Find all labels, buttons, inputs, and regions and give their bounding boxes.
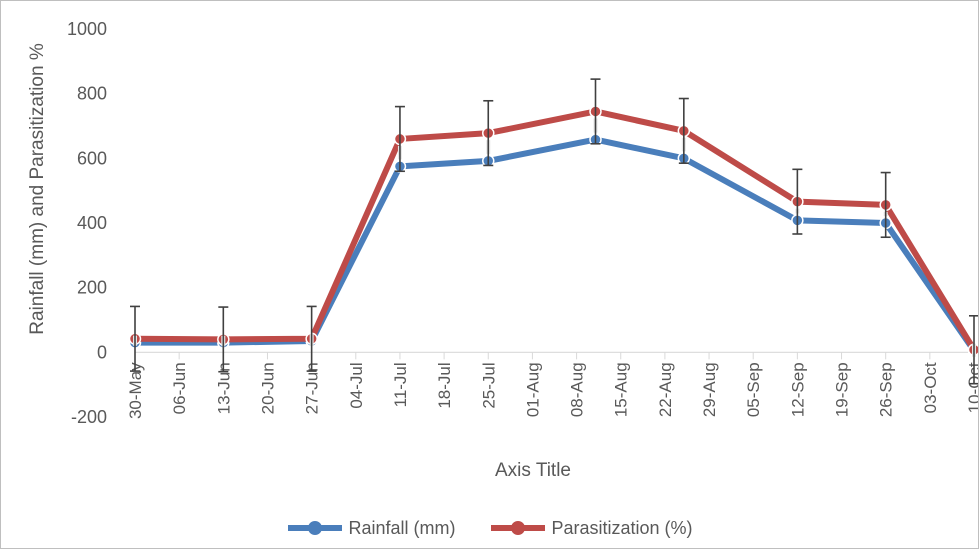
y-axis: -200 0 200 400 600 800 1000 — [67, 19, 107, 427]
series-layer — [128, 78, 979, 385]
series-1 — [128, 105, 979, 356]
x-tick-label: 12-Sep — [788, 362, 807, 417]
x-tick-label: 15-Aug — [612, 362, 631, 417]
y-tick-label: 1000 — [67, 19, 107, 39]
series-line — [132, 108, 977, 353]
legend-label-rainfall: Rainfall (mm) — [348, 517, 456, 538]
x-tick-label: 26-Sep — [877, 362, 896, 417]
chart-legend: Rainfall (mm) Parasitization (%) — [1, 515, 978, 541]
legend-item-parasitization: Parasitization (%) — [489, 517, 693, 539]
x-tick-label: 01-Aug — [523, 362, 542, 417]
x-tick-label: 27-Jun — [303, 362, 322, 414]
error-bar — [880, 171, 891, 239]
x-tick-label: 29-Aug — [700, 362, 719, 417]
error-bar — [394, 105, 405, 173]
x-tick-label: 22-Aug — [656, 362, 675, 417]
x-axis: 30-May 06-Jun 13-Jun 20-Jun 27-Jun 04-Jul 11-J… — [126, 351, 979, 419]
x-tick-label: 30-May — [126, 362, 145, 419]
x-tick-label: 10-Oct — [965, 362, 978, 413]
x-tick-label: 03-Oct — [921, 362, 940, 413]
x-tick-label: 20-Jun — [258, 362, 277, 414]
x-tick-label: 06-Jun — [170, 362, 189, 414]
legend-swatch-parasitization — [491, 521, 546, 535]
error-bar — [969, 314, 979, 385]
x-tick-label: 18-Jul — [435, 362, 454, 408]
y-tick-label: -200 — [71, 407, 107, 427]
error-bar — [483, 99, 494, 167]
x-tick-label: 05-Sep — [744, 362, 763, 417]
x-tick-label: 11-Jul — [391, 362, 410, 407]
x-axis-title: Axis Title — [495, 460, 571, 481]
error-bar — [130, 305, 140, 372]
error-bar — [218, 306, 229, 373]
y-tick-label: 400 — [77, 213, 107, 233]
y-tick-label: 600 — [77, 148, 107, 168]
x-tick-label: 19-Sep — [833, 362, 852, 417]
legend-label-parasitization: Parasitization (%) — [551, 517, 693, 538]
x-tick-label: 25-Jul — [479, 362, 498, 408]
series-line — [132, 136, 977, 354]
legend-item-rainfall: Rainfall (mm) — [286, 518, 455, 539]
legend-swatch-rainfall — [288, 521, 343, 535]
series-0 — [128, 133, 979, 357]
x-tick-label: 13-Jun — [214, 362, 233, 414]
line-chart: -200 0 200 400 600 800 1000 30-May 06-Jun 13-Jun… — [27, 19, 979, 481]
x-tick-label: 04-Jul — [347, 362, 366, 408]
error-bar — [590, 78, 601, 145]
y-tick-label: 200 — [77, 278, 107, 298]
error-bar — [678, 97, 689, 164]
error-bar — [792, 168, 803, 235]
error-bar — [306, 305, 317, 372]
y-tick-label: 0 — [97, 342, 107, 362]
x-tick-label: 08-Aug — [568, 362, 587, 417]
y-axis-title: Rainfall (mm) and Parasitization % — [27, 43, 48, 335]
y-tick-label: 800 — [77, 84, 107, 104]
